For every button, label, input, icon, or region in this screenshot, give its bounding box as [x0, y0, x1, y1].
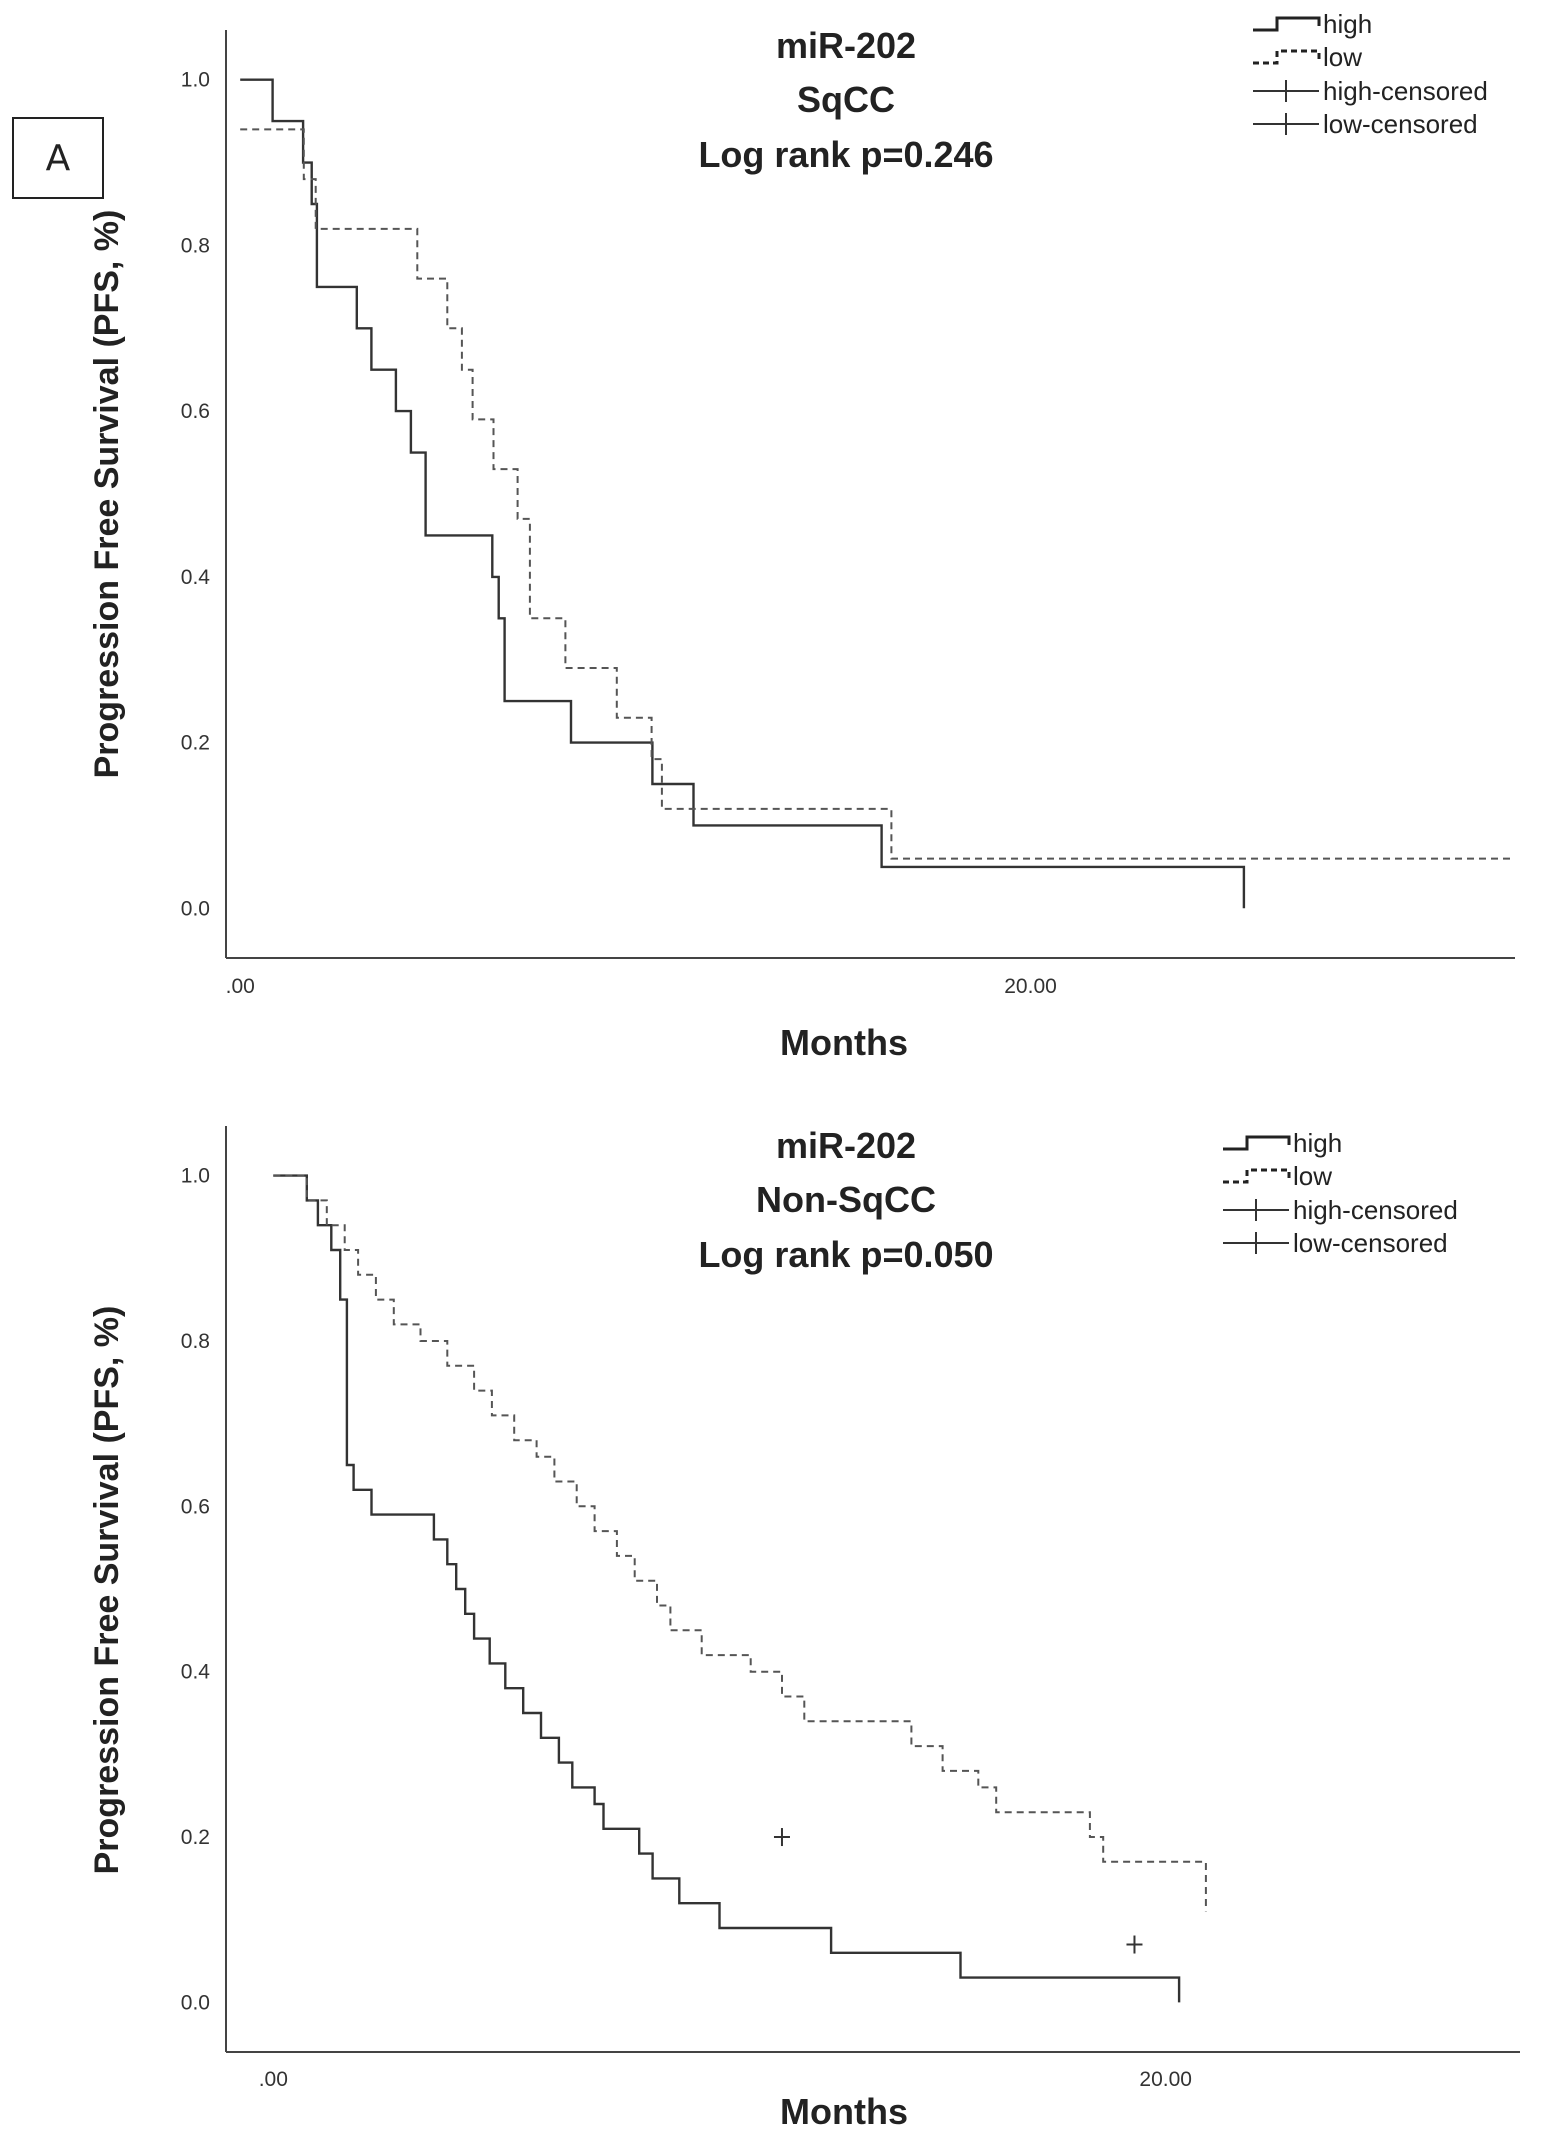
legend-swatch-dashed [1223, 1168, 1291, 1184]
y-tick-label: 0.2 [181, 732, 210, 755]
panel-label: A [12, 117, 104, 199]
chart-title-line: Non-SqCC [756, 1179, 936, 1220]
legend-label: high-censored [1293, 1195, 1458, 1225]
legend-label: high [1323, 9, 1372, 39]
y-tick-label: 0.8 [181, 1330, 210, 1353]
chart-title-line: Log rank p=0.050 [698, 1234, 993, 1275]
km-curve-low [273, 1174, 1207, 1912]
legend-label: high [1293, 1128, 1342, 1158]
y-tick-label: 1.0 [181, 69, 210, 92]
km-curve-low [240, 128, 1513, 860]
chart-title-line: miR-202 [776, 1125, 916, 1166]
km-curve-high [273, 1174, 1181, 2003]
legend-swatch-dashed [1253, 49, 1321, 65]
legend-swatch-solid [1253, 16, 1321, 32]
y-tick-label: 0.4 [181, 566, 211, 589]
y-tick-label: 0.2 [181, 1826, 210, 1849]
y-tick-label: 1.0 [181, 1165, 210, 1188]
legend-swatch-solid [1223, 1135, 1291, 1151]
y-tick-label: 0.4 [181, 1661, 211, 1684]
y-tick-label: 0.8 [181, 234, 210, 257]
y-tick-label: 0.0 [181, 897, 210, 920]
chart-title-line: SqCC [797, 79, 895, 120]
y-axis-label: Progression Free Survival (PFS, %) [88, 1306, 126, 1875]
y-tick-label: 0.6 [181, 400, 210, 423]
x-tick-label: 20.00 [1139, 2068, 1192, 2091]
legend-label: low-censored [1323, 109, 1478, 139]
x-tick-label: 20.00 [1004, 975, 1057, 998]
y-tick-label: 0.6 [181, 1495, 210, 1518]
y-axis-label: Progression Free Survival (PFS, %) [88, 210, 126, 779]
legend-label: high-censored [1323, 76, 1488, 106]
chart-title-line: Log rank p=0.246 [698, 134, 993, 175]
legend-label: low-censored [1293, 1228, 1448, 1258]
chart-2: 0.0 0.2 0.4 0.6 0.8 1.0 .00 20.00 Progression Fr… [88, 1125, 1520, 2132]
chart-title-line: miR-202 [776, 25, 916, 66]
y-tick-label: 0.0 [181, 1991, 210, 2014]
legend-label: low [1293, 1161, 1332, 1191]
km-curve-high [240, 78, 1246, 909]
x-axis-label: Months [780, 2091, 908, 2132]
x-tick-label: .00 [259, 2068, 288, 2091]
chart-1: 0.0 0.2 0.4 0.6 0.8 1.0 .00 20.00 Progression Fr… [88, 9, 1515, 1063]
x-tick-label: .00 [226, 975, 255, 998]
x-axis-label: Months [780, 1022, 908, 1063]
legend-label: low [1323, 42, 1362, 72]
